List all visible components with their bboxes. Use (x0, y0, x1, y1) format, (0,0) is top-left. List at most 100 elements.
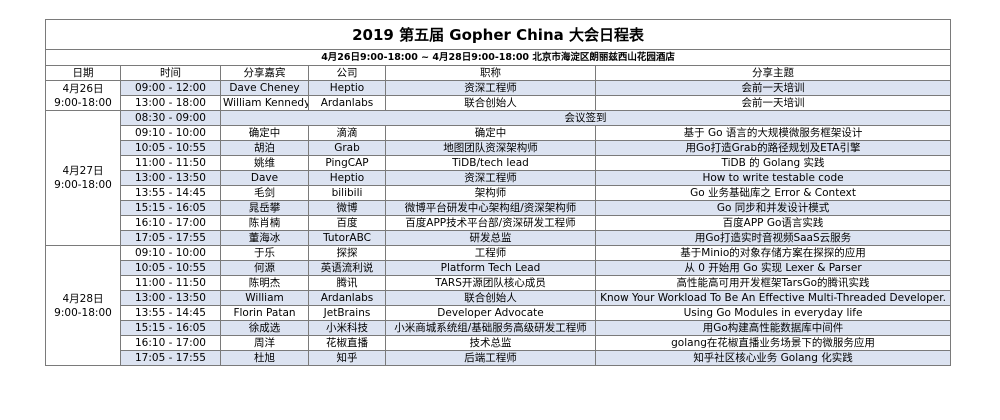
header-position: 职称 (385, 65, 596, 81)
topic-cell: 基于 Go 语言的大规模微服务框架设计 (594, 125, 952, 141)
speaker-cell: 杜旭 (220, 350, 309, 366)
speaker-cell: 姚维 (220, 155, 309, 171)
topic-cell: How to write testable code (594, 170, 952, 186)
table-row: 09:10 - 10:00 确定中 滴滴 确定中 基于 Go 语言的大规模微服务框架设计 (46, 125, 952, 141)
topic-cell: golang在花椒直播业务场景下的微服务应用 (594, 335, 952, 351)
company-cell: Heptio (308, 80, 386, 96)
date-hours: 9:00-18:00 (54, 306, 112, 319)
position-cell: 联合创始人 (385, 290, 596, 306)
time-cell: 15:15 - 16:05 (120, 200, 221, 216)
speaker-cell: Dave (220, 170, 309, 186)
position-cell: Developer Advocate (385, 305, 596, 321)
date-hours: 9:00-18:00 (54, 96, 112, 109)
position-cell: 工程师 (385, 245, 596, 261)
table-row: 11:00 - 11:50 陈明杰 腾讯 TARS开源团队核心成员 高性能高可用开发框架… (46, 275, 952, 291)
time-cell: 13:00 - 13:50 (120, 290, 221, 306)
table-row: 13:00 - 13:50 Dave Heptio 资深工程师 How to write… (46, 170, 952, 186)
header-topic: 分享主题 (594, 65, 952, 81)
company-cell: 知乎 (308, 350, 386, 366)
company-cell: TutorABC (308, 230, 386, 246)
speaker-cell: 陈明杰 (220, 275, 309, 291)
company-cell: 腾讯 (308, 275, 386, 291)
time-cell: 10:05 - 10:55 (120, 260, 221, 276)
topic-cell: Go 业务基础库之 Error & Context (594, 185, 952, 201)
company-cell: Ardanlabs (308, 95, 386, 111)
speaker-cell: 于乐 (220, 245, 309, 261)
table-row: 17:05 - 17:55 董海冰 TutorABC 研发总监 用Go打造实时音视频Sa… (46, 230, 952, 246)
speaker-cell: 晁岳攀 (220, 200, 309, 216)
table-row: 13:00 - 13:50 William Ardanlabs 联合创始人 Know Y… (46, 290, 952, 306)
table-row: 15:15 - 16:05 晁岳攀 微博 微博平台研发中心架构组/资深架构师 Go 同步… (46, 200, 952, 216)
table-row: 13:00 - 18:00 William Kennedy Ardanlabs 联合创… (46, 95, 952, 111)
speaker-cell: William Kennedy (220, 95, 309, 111)
date-cell: 4月26日 9:00-18:00 (45, 80, 121, 111)
topic-cell: 基于Minio的对象存储方案在探探的应用 (594, 245, 952, 261)
date-cell: 4月28日 9:00-18:00 (45, 245, 121, 366)
position-cell: TARS开源团队核心成员 (385, 275, 596, 291)
position-cell: TiDB/tech lead (385, 155, 596, 171)
merged-cell: 会议签到 (219, 110, 952, 126)
position-cell: 地图团队资深架构师 (385, 140, 596, 156)
topic-cell: 从 0 开始用 Go 实现 Lexer & Parser (594, 260, 952, 276)
speaker-cell: 毛剑 (220, 185, 309, 201)
time-cell: 09:00 - 12:00 (120, 80, 221, 96)
subtitle-row: 4月26日9:00-18:00 ~ 4月28日9:00-18:00 北京市海淀区… (44, 49, 952, 66)
company-cell: 滴滴 (308, 125, 386, 141)
time-cell: 09:10 - 10:00 (120, 245, 221, 261)
time-cell: 16:10 - 17:00 (120, 335, 221, 351)
topic-cell: Using Go Modules in everyday life (594, 305, 952, 321)
company-cell: Grab (308, 140, 386, 156)
column-header-row: 日期 时间 分享嘉宾 公司 职称 分享主题 (45, 65, 952, 81)
speaker-cell: 确定中 (220, 125, 309, 141)
topic-cell: 知乎社区核心业务 Golang 化实践 (594, 350, 952, 366)
position-cell: 资深工程师 (385, 170, 596, 186)
header-time: 时间 (120, 65, 221, 81)
schedule-table: 2019 第五届 Gopher China 大会日程表 4月26日9:00-18… (44, 19, 952, 366)
date-label: 4月27日 (62, 165, 104, 177)
table-row: 4月26日 9:00-18:00 09:00 - 12:00 Dave Cheney H… (45, 80, 952, 111)
topic-cell: Know Your Workload To Be An Effective Mu… (594, 290, 952, 306)
position-cell: 联合创始人 (385, 95, 596, 111)
speaker-cell: 周洋 (220, 335, 309, 351)
position-cell: 资深工程师 (385, 80, 596, 96)
date-label: 4月26日 (62, 82, 104, 95)
table-row: 11:00 - 11:50 姚维 PingCAP TiDB/tech lead TiDB… (46, 155, 952, 171)
time-cell: 13:00 - 18:00 (120, 95, 221, 111)
position-cell: 微博平台研发中心架构组/资深架构师 (385, 200, 596, 216)
company-cell: PingCAP (308, 155, 386, 171)
position-cell: 确定中 (385, 125, 596, 141)
table-row: 10:05 - 10:55 胡泊 Grab 地图团队资深架构师 用Go打造Grab的路径… (46, 140, 952, 156)
time-cell: 09:10 - 10:00 (120, 125, 221, 141)
company-cell: Heptio (308, 170, 386, 186)
title-row: 2019 第五届 Gopher China 大会日程表 (44, 19, 952, 50)
speaker-cell: 董海冰 (220, 230, 309, 246)
table-row: 4月28日 9:00-18:00 09:10 - 10:00 于乐 探探 工程师 基于Min… (45, 245, 952, 366)
speaker-cell: 何源 (220, 260, 309, 276)
company-cell: 百度 (308, 215, 386, 231)
topic-cell: 用Go构建高性能数据库中间件 (594, 320, 952, 336)
time-cell: 15:15 - 16:05 (120, 320, 221, 336)
time-cell: 16:10 - 17:00 (120, 215, 221, 231)
position-cell: 小米商城系统组/基础服务高级研发工程师 (385, 320, 596, 336)
company-cell: 探探 (308, 245, 386, 261)
time-cell: 13:55 - 14:45 (120, 305, 221, 321)
topic-cell: 百度APP Go语言实践 (594, 215, 952, 231)
company-cell: bilibili (308, 185, 386, 201)
company-cell: 小米科技 (308, 320, 386, 336)
position-cell: 百度APP技术平台部/资深研发工程师 (385, 215, 596, 231)
speaker-cell: Florin Patan (220, 305, 309, 321)
company-cell: 微博 (308, 200, 386, 216)
time-cell: 13:55 - 14:45 (120, 185, 221, 201)
speaker-cell: William (220, 290, 309, 306)
company-cell: Ardanlabs (308, 290, 386, 306)
topic-cell: Go 同步和并发设计模式 (594, 200, 952, 216)
company-cell: 英语流利说 (308, 260, 386, 276)
table-row: 17:05 - 17:55 杜旭 知乎 后端工程师 知乎社区核心业务 Golang 化实… (46, 350, 952, 366)
time-cell: 17:05 - 17:55 (120, 350, 221, 366)
table-row: 13:55 - 14:45 Florin Patan JetBrains Develo… (46, 305, 952, 321)
header-company: 公司 (308, 65, 386, 81)
position-cell: 技术总监 (385, 335, 596, 351)
time-cell: 13:00 - 13:50 (120, 170, 221, 186)
date-label: 4月28日 (62, 292, 104, 305)
table-row: 4月27日 9:00-18:00 08:30 - 09:00 会议签到 (45, 110, 952, 246)
